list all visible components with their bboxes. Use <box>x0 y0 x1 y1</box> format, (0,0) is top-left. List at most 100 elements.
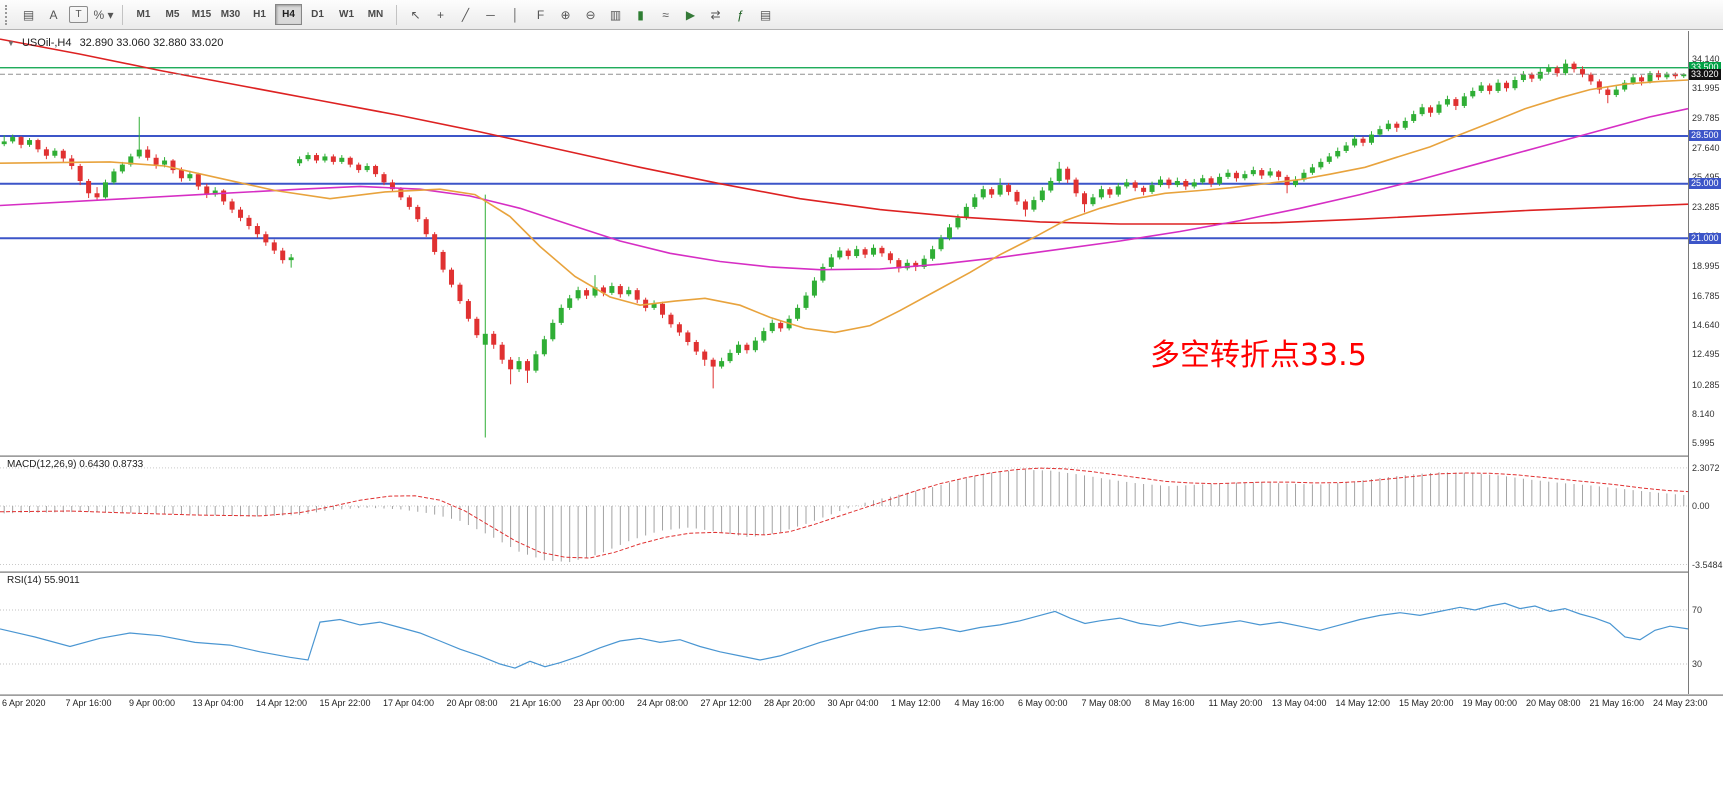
time-axis-label: 17 Apr 04:00 <box>383 698 435 708</box>
rsi-canvas[interactable] <box>0 573 1688 694</box>
time-axis-label: 20 May 08:00 <box>1526 698 1581 708</box>
toolbar-separator <box>396 4 397 25</box>
timeframes-toolbar: M1 M5 M15 M30 H1 H4 D1 W1 MN <box>129 4 390 25</box>
zoom-in-icon[interactable]: ⊕ <box>560 7 571 22</box>
price-axis-label: 16.785 <box>1692 290 1720 301</box>
ma-slow-red[interactable] <box>0 38 1688 225</box>
macd-indicator-label: MACD(12,26,9) 0.6430 0.8733 <box>7 459 144 470</box>
tick-chart-icon[interactable]: ▤ <box>22 7 35 22</box>
line-studies-toolbar: ▤ A T % ▾ <box>16 3 116 26</box>
cursor-icon[interactable]: ↖ <box>410 7 421 22</box>
macd-scale-label: 2.3072 <box>1692 462 1720 473</box>
textbox-icon[interactable]: T <box>69 6 88 23</box>
timeframe-button-mn[interactable]: MN <box>367 9 384 20</box>
chart-title: ▼ USOil-,H4 32.890 33.060 32.880 33.020 <box>7 37 223 49</box>
macd-scale-label: -3.5484 <box>1692 559 1723 570</box>
price-axis-label: 25.495 <box>1692 171 1720 182</box>
chart-ohlc-values: 32.890 33.060 32.880 33.020 <box>79 37 224 49</box>
time-axis-label: 28 Apr 20:00 <box>764 698 816 708</box>
time-axis-label: 13 May 04:00 <box>1272 698 1327 708</box>
panel-separator-rsi[interactable] <box>0 571 1723 573</box>
window-bottom-area <box>0 711 1723 786</box>
price-axis-label: 23.285 <box>1692 202 1720 213</box>
price-axis-label: 27.640 <box>1692 142 1720 153</box>
macd-signal-line <box>0 467 1688 559</box>
templates-icon[interactable]: ▤ <box>759 7 772 22</box>
time-axis-label: 21 Apr 16:00 <box>510 698 562 708</box>
price-axis-label: 8.140 <box>1692 408 1715 419</box>
rsi-line <box>0 602 1688 669</box>
candles-layer <box>1 59 1687 438</box>
timeframe-button-m5[interactable]: M5 <box>165 9 180 20</box>
indicators-icon[interactable]: ƒ <box>737 7 744 22</box>
time-axis-label: 1 May 12:00 <box>891 698 941 708</box>
time-axis-label: 24 Apr 08:00 <box>637 698 689 708</box>
time-axis-label: 23 Apr 00:00 <box>573 698 625 708</box>
price-chart-canvas[interactable] <box>0 31 1688 455</box>
chart-line-icon[interactable]: ≈ <box>662 7 669 22</box>
time-axis-label: 7 May 08:00 <box>1081 698 1132 708</box>
chart-collapse-icon[interactable]: ▼ <box>7 39 15 48</box>
time-axis-label: 24 May 23:00 <box>1653 698 1708 708</box>
macd-histogram <box>3 469 1685 563</box>
time-axis-separator <box>0 694 1723 696</box>
chart-shift-icon[interactable]: ⇄ <box>710 7 721 22</box>
price-level-badge-21.000: 21.000 <box>1689 232 1721 244</box>
macd-scale-label: 0.00 <box>1692 501 1710 511</box>
chart-symbol-period: USOil-,H4 <box>21 37 72 49</box>
price-axis[interactable]: 34.14031.99529.78527.64025.49523.28521.1… <box>1689 30 1723 694</box>
time-axis[interactable]: 6 Apr 2020 7 Apr 16:00 9 Apr 00:00 13 Apr 0… <box>0 696 1723 711</box>
fibonacci-icon[interactable]: F <box>536 7 545 22</box>
time-axis-label: 4 May 16:00 <box>954 698 1005 708</box>
timeframe-button-w1[interactable]: W1 <box>339 9 354 20</box>
price-axis-label: 14.640 <box>1692 320 1720 331</box>
rsi-indicator-label: RSI(14) 55.9011 <box>7 575 80 586</box>
timeframe-button-d1[interactable]: D1 <box>311 9 324 20</box>
time-axis-label: 6 Apr 2020 <box>2 698 46 708</box>
rsi-scale-label: 30 <box>1692 659 1703 669</box>
trendline-icon[interactable]: ╱ <box>461 7 470 22</box>
time-axis-label: 6 May 00:00 <box>1018 698 1068 708</box>
chart-bars-icon[interactable]: ▥ <box>609 7 622 22</box>
panel-separator-macd[interactable] <box>0 455 1723 457</box>
time-axis-label: 14 Apr 12:00 <box>256 698 308 708</box>
timeframe-button-h1[interactable]: H1 <box>253 9 266 20</box>
charts-toolbar: ↖ + ╱ ─ │ F ⊕ ⊖ ▥ ▮ ≈ ▶ ⇄ ƒ ▤ <box>403 3 778 26</box>
ma-mid-magenta[interactable] <box>0 107 1688 271</box>
toolbar-separator <box>122 4 123 25</box>
timeframe-button-h4[interactable]: H4 <box>275 4 302 25</box>
time-axis-label: 15 May 20:00 <box>1399 698 1454 708</box>
timeframe-button-m1[interactable]: M1 <box>136 9 151 20</box>
price-axis-label: 10.285 <box>1692 379 1720 390</box>
auto-scroll-icon[interactable]: ▶ <box>685 7 696 22</box>
price-axis-label: 34.140 <box>1692 54 1720 64</box>
vertical-line-icon[interactable]: │ <box>511 7 520 22</box>
time-axis-label: 14 May 12:00 <box>1335 698 1391 708</box>
macd-canvas[interactable] <box>0 456 1688 571</box>
text-label-icon[interactable]: A <box>49 7 58 22</box>
toolbar: ▤ A T % ▾ M1 M5 M15 M30 H1 H4 D1 W1 MN ↖ + ╱ ─ │ F ⊕ ⊖ ▥ ▮ ≈ ▶… <box>0 0 1723 30</box>
crosshair-icon[interactable]: + <box>436 7 444 22</box>
time-axis-label: 20 Apr 08:00 <box>446 698 498 708</box>
chart-annotation-text: 多空转折点33.5 <box>1150 338 1367 373</box>
price-axis-label: 12.495 <box>1692 349 1720 360</box>
percent-measure-icon[interactable]: % ▾ <box>93 7 114 22</box>
time-axis-label: 9 Apr 00:00 <box>129 698 176 708</box>
time-axis-label: 8 May 16:00 <box>1145 698 1195 708</box>
chart-candles-icon[interactable]: ▮ <box>637 7 644 22</box>
toolbar-grip[interactable] <box>5 4 11 25</box>
price-level-badge-28.500: 28.500 <box>1689 130 1721 142</box>
zoom-out-icon[interactable]: ⊖ <box>585 7 596 22</box>
time-axis-label: 30 Apr 04:00 <box>827 698 879 708</box>
price-level-badge-33.020: 33.020 <box>1689 68 1721 80</box>
ma-fast-orange[interactable] <box>0 79 1688 334</box>
time-axis-label: 7 Apr 16:00 <box>65 698 112 708</box>
price-axis-label: 18.995 <box>1692 260 1720 271</box>
timeframe-button-m30[interactable]: M30 <box>220 9 241 20</box>
price-level-badge-25.000: 25.000 <box>1689 178 1721 190</box>
horizontal-line-icon[interactable]: ─ <box>486 7 495 22</box>
timeframe-button-m15[interactable]: M15 <box>191 9 212 20</box>
time-axis-label: 15 Apr 22:00 <box>319 698 371 708</box>
time-axis-label: 21 May 16:00 <box>1589 698 1645 708</box>
